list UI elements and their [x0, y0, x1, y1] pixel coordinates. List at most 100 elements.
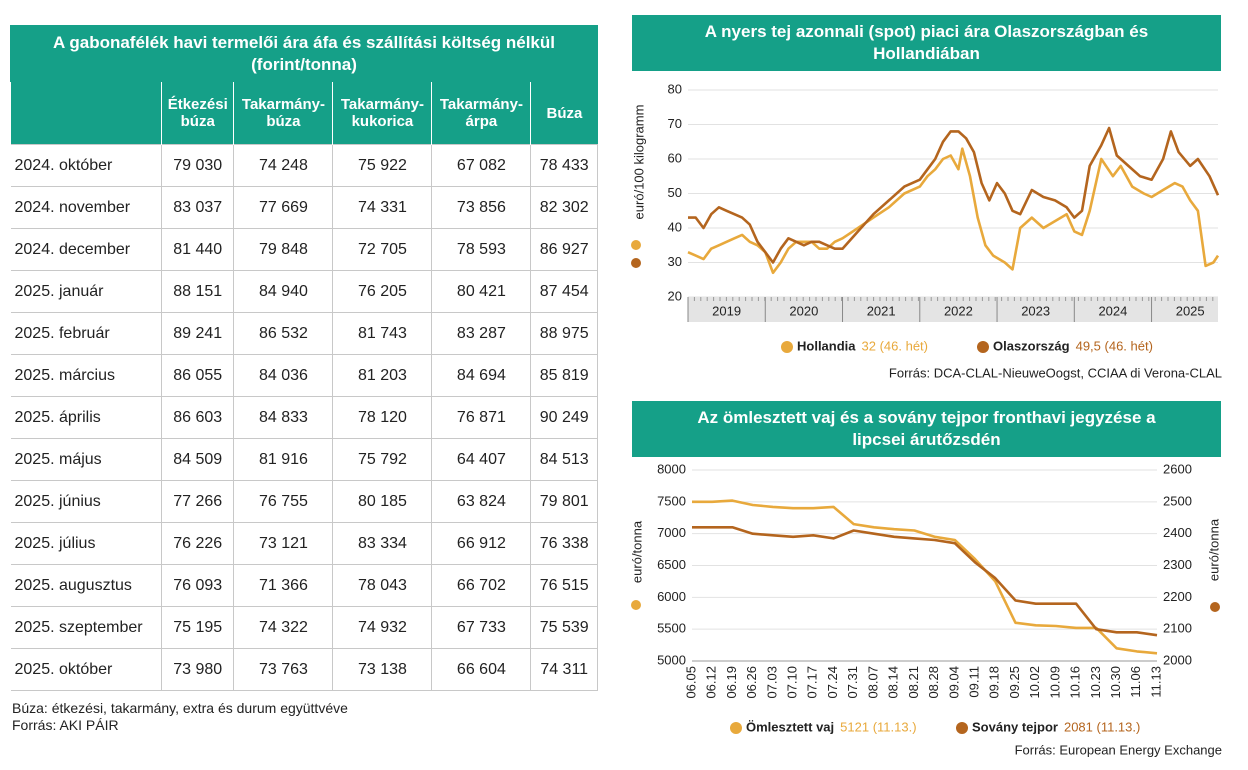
- cell-value: 86 532: [233, 312, 334, 355]
- legend-label: Ömlesztett vaj: [746, 719, 834, 734]
- cell-value: 86 603: [160, 396, 235, 439]
- cell-value: 76 755: [233, 480, 334, 523]
- cell-value: 81 743: [332, 312, 433, 355]
- cell-value: 80 421: [431, 270, 532, 313]
- cell-value: 75 922: [332, 144, 433, 187]
- x-tick-label: 2020: [789, 303, 818, 318]
- table-row: 2025. május 84 509 81 916 75 792 64 407 84 51…: [10, 438, 598, 481]
- cell-value: 73 856: [431, 186, 532, 229]
- x-tick-label: 08.14: [886, 666, 901, 699]
- cell-value: 74 322: [233, 606, 334, 649]
- cell-value: 73 980: [160, 648, 235, 691]
- series-line: [692, 526, 1158, 637]
- table-row: 2025. július 76 226 73 121 83 334 66 912 76 3…: [10, 522, 598, 565]
- y2-tick-label: 2100: [1163, 621, 1192, 636]
- table-row: 2025. augusztus 76 093 71 366 78 043 66 702 7…: [10, 564, 598, 607]
- chart-title: Az ömlesztett vaj és a sovány tejpor fro…: [632, 401, 1221, 457]
- cell-value: 78 593: [431, 228, 532, 271]
- cell-value: 83 037: [160, 186, 235, 229]
- y2-tick-label: 2300: [1163, 557, 1192, 572]
- cell-value: 84 940: [233, 270, 334, 313]
- legend-label: Sovány tejpor: [972, 719, 1058, 734]
- row-label: 2025. augusztus: [10, 564, 162, 607]
- x-tick-label: 07.31: [845, 666, 860, 699]
- column-header: Búza: [530, 82, 598, 145]
- cell-value: 66 604: [431, 648, 532, 691]
- table-row: 2025. február 89 241 86 532 81 743 83 287 88 …: [10, 312, 598, 355]
- table-row: 2025. szeptember 75 195 74 322 74 932 67 733…: [10, 606, 598, 649]
- x-tick-label: 07.10: [785, 666, 800, 699]
- y2-tick-label: 2000: [1163, 652, 1192, 667]
- y-tick-label: 8000: [657, 461, 686, 476]
- cell-value: 86 927: [530, 228, 598, 271]
- x-tick-label: 10.30: [1108, 666, 1123, 699]
- y2-tick-label: 2200: [1163, 589, 1192, 604]
- x-tick-label: 07.24: [825, 666, 840, 699]
- chart-title: A nyers tej azonnali (spot) piaci ára Ol…: [632, 15, 1221, 71]
- row-label: 2025. január: [10, 270, 162, 313]
- table-note: Búza: étkezési, takarmány, extra és duru…: [12, 700, 348, 716]
- cell-value: 73 763: [233, 648, 334, 691]
- chart: 5000 5500 6000 6500 7000 7500 8000 2000 2100 2200…: [630, 461, 1222, 757]
- price-table: Étkezési búza Takarmány- búza Takarmány- k…: [10, 82, 598, 691]
- row-label: 2024. december: [10, 228, 162, 271]
- y-tick-label: 70: [668, 116, 682, 131]
- x-tick-label: 08.07: [865, 666, 880, 699]
- cell-value: 83 334: [332, 522, 433, 565]
- row-label: 2025. július: [10, 522, 162, 565]
- x-tick-label: 07.03: [764, 666, 779, 699]
- cell-value: 84 509: [160, 438, 235, 481]
- x-tick-label: 11.13: [1148, 666, 1163, 698]
- cell-value: 63 824: [431, 480, 532, 523]
- x-tick-label: 10.23: [1088, 666, 1103, 699]
- legend-dot: [781, 341, 793, 353]
- source: Forrás: DCA-CLAL-NieuweOogst, CCIAA di V…: [889, 365, 1222, 380]
- x-tick-label: 2025: [1176, 303, 1205, 318]
- y2-tick-label: 2500: [1163, 493, 1192, 508]
- column-header: Étkezési búza: [160, 82, 234, 145]
- y-tick-label: 50: [668, 185, 682, 200]
- cell-value: 79 030: [160, 144, 235, 187]
- cell-value: 76 515: [530, 564, 598, 607]
- cell-value: 74 932: [332, 606, 433, 649]
- x-tick-label: 09.11: [966, 666, 981, 698]
- column-header: Takarmány- kukorica: [332, 82, 432, 145]
- legend-note: 2081 (11.13.): [1064, 719, 1140, 734]
- x-tick-label: 06.26: [744, 666, 759, 699]
- cell-value: 86 055: [160, 354, 235, 397]
- x-tick-label: 08.21: [906, 666, 921, 699]
- series-line: [692, 499, 1158, 655]
- cell-value: 73 121: [233, 522, 334, 565]
- table-source: Forrás: AKI PÁIR: [12, 717, 119, 733]
- cell-value: 74 248: [233, 144, 334, 187]
- x-tick-label: 09.18: [987, 666, 1002, 699]
- cell-value: 75 539: [530, 606, 598, 649]
- y-tick-label: 80: [668, 81, 682, 96]
- cell-value: 64 407: [431, 438, 532, 481]
- y-tick-label: 7500: [657, 493, 686, 508]
- y-tick-label: 60: [668, 150, 682, 165]
- column-header: Takarmány- búza: [233, 82, 333, 145]
- row-label: 2025. április: [10, 396, 162, 439]
- table-row: 2025. március 86 055 84 036 81 203 84 694 85 …: [10, 354, 598, 397]
- cell-value: 84 694: [431, 354, 532, 397]
- x-tick-label: 2021: [867, 303, 896, 318]
- y-tick-label: 40: [668, 219, 682, 234]
- table-row: 2025. január 88 151 84 940 76 205 80 421 87 4…: [10, 270, 598, 313]
- y-tick-label: 30: [668, 254, 682, 269]
- table-row: 2025. június 77 266 76 755 80 185 63 824 79 8…: [10, 480, 598, 523]
- x-tick-label: 09.04: [946, 666, 961, 699]
- row-label: 2024. október: [10, 144, 162, 187]
- row-label: 2025. október: [10, 648, 162, 691]
- cell-value: 87 454: [530, 270, 598, 313]
- column-header: Takarmány- árpa: [431, 82, 531, 145]
- y-tick-label: 20: [668, 288, 682, 303]
- legend-note: 32 (46. hét): [862, 338, 929, 353]
- legend-label: Olaszország: [993, 338, 1070, 353]
- table-row: 2024. december 81 440 79 848 72 705 78 593 86…: [10, 228, 598, 271]
- cell-value: 66 912: [431, 522, 532, 565]
- row-label: 2025. február: [10, 312, 162, 355]
- cell-value: 71 366: [233, 564, 334, 607]
- x-tick-label: 10.16: [1068, 666, 1083, 699]
- x-tick-label: 2019: [712, 303, 741, 318]
